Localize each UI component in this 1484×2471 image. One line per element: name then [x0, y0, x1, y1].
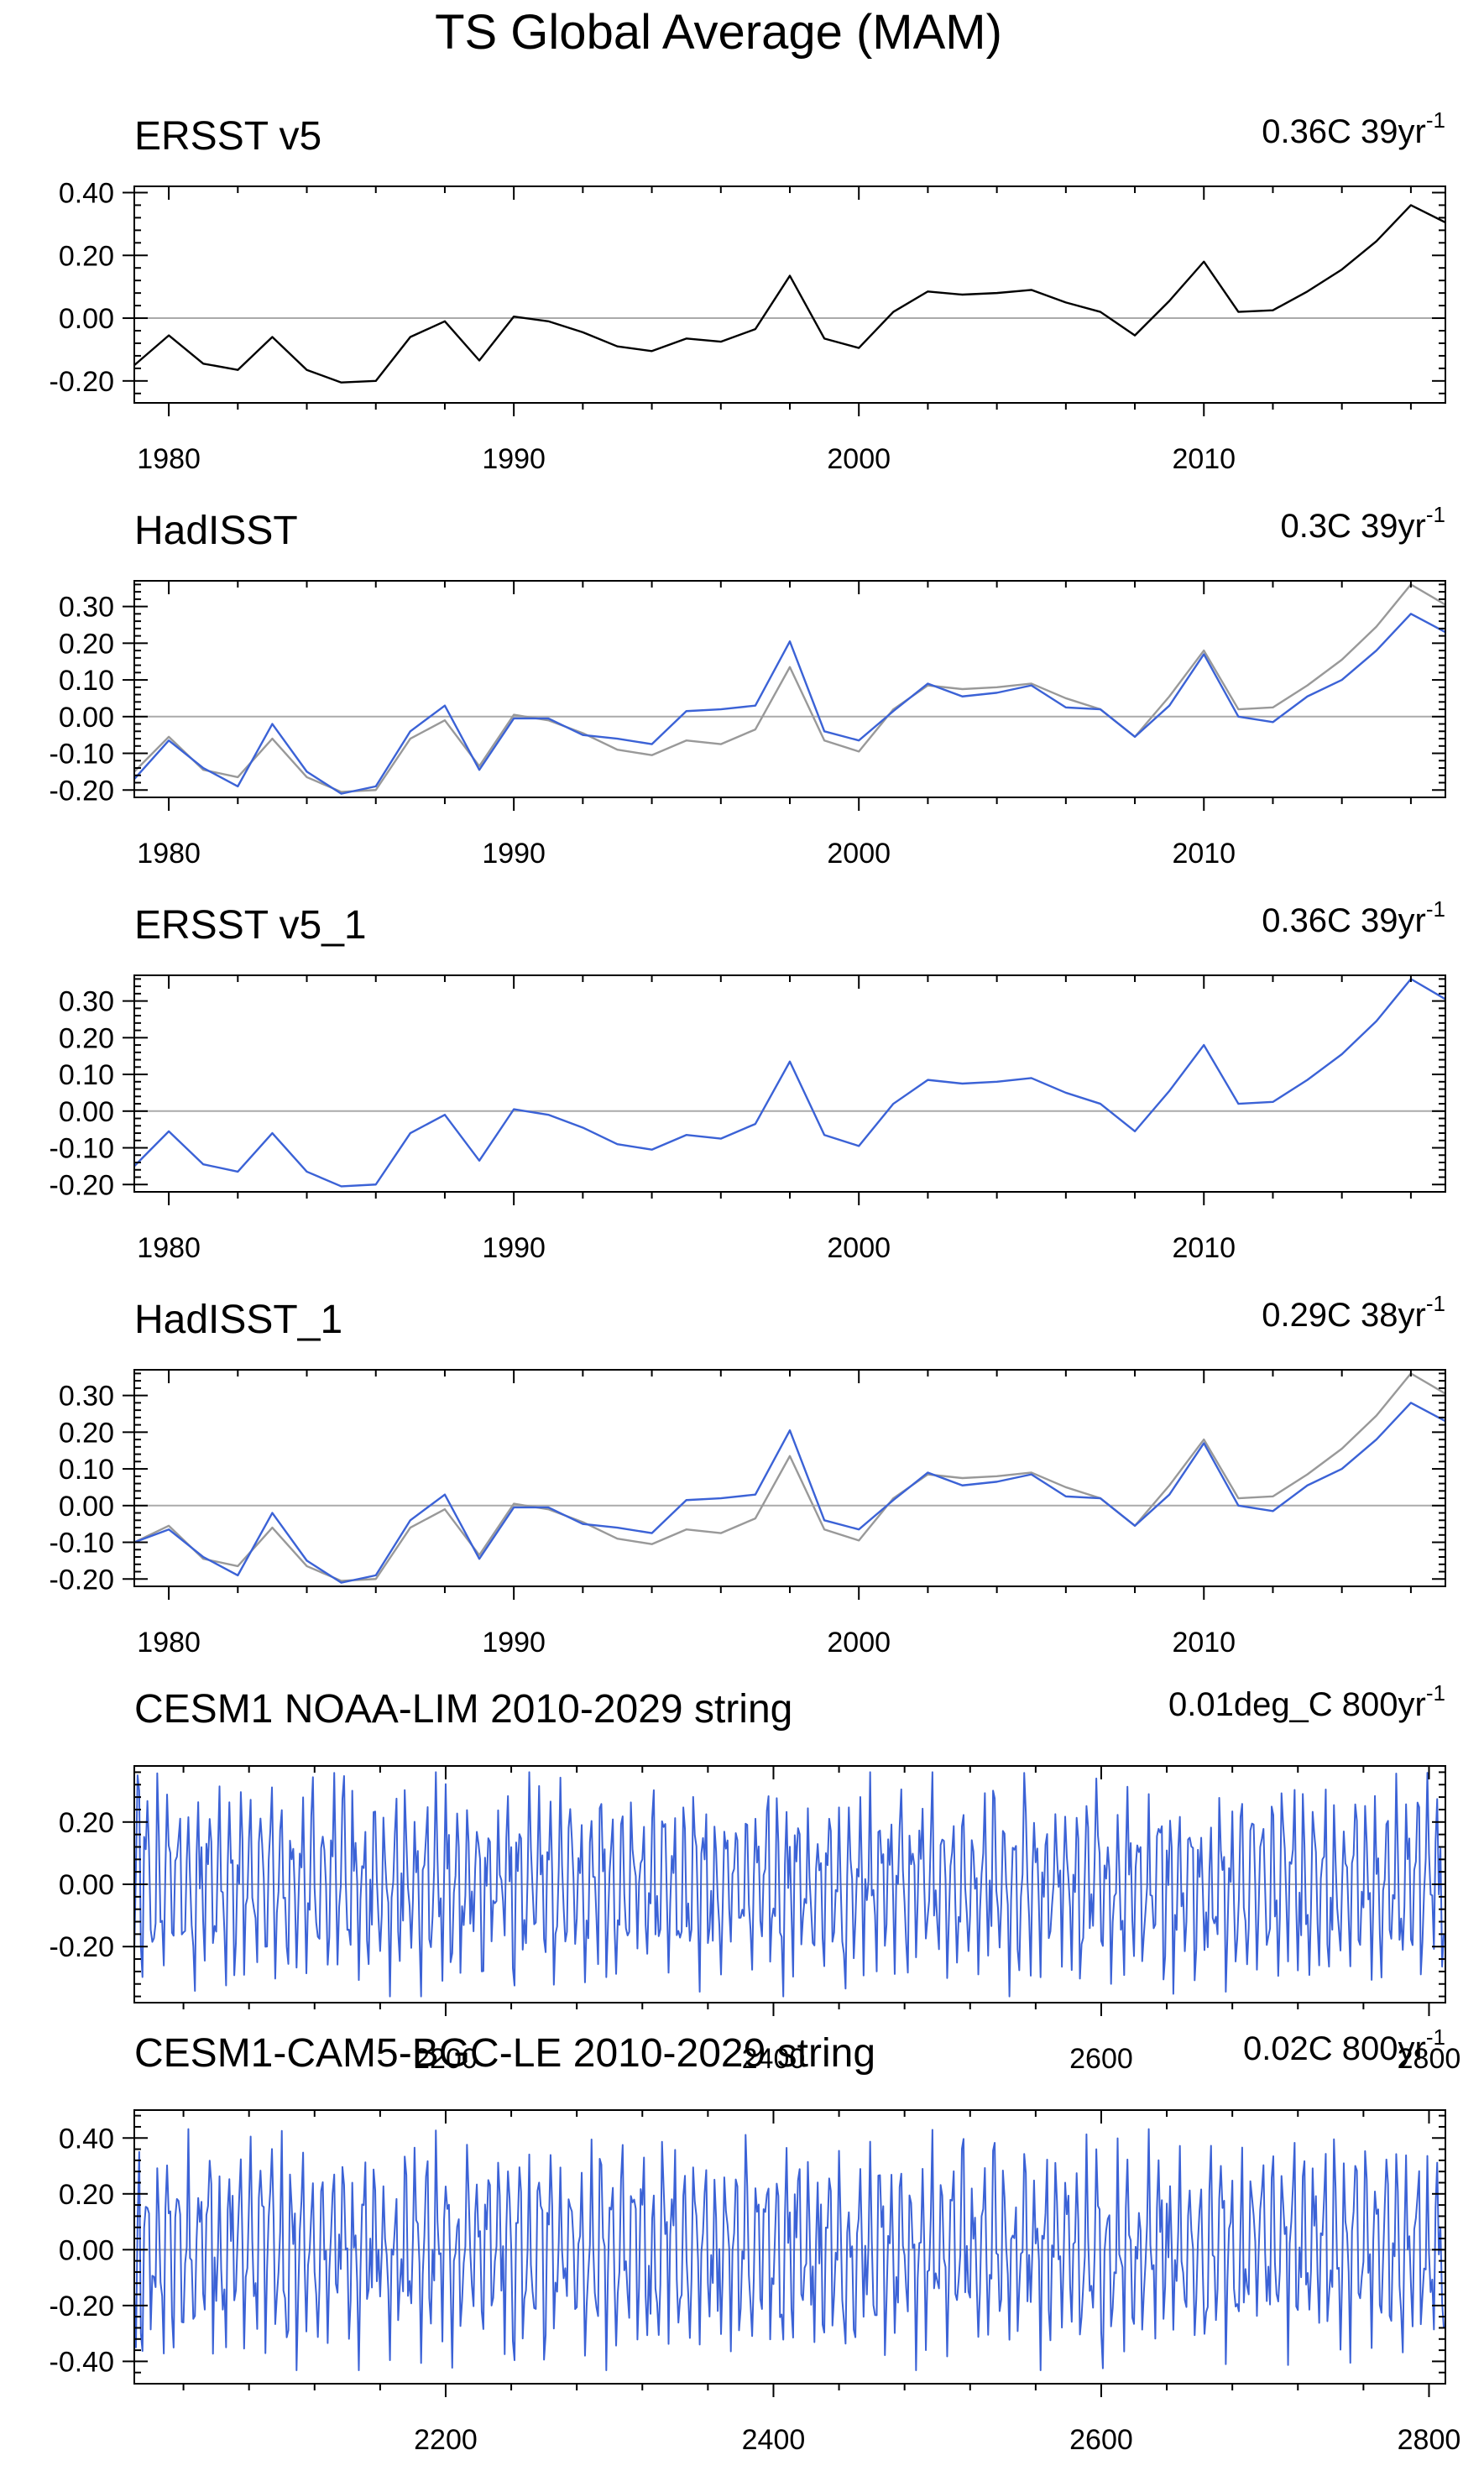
- panel-trend-label: 0.36C 39yr-1: [1262, 107, 1445, 150]
- y-tick-label: 0.00: [59, 702, 114, 734]
- x-tick-label: 2600: [1069, 2043, 1133, 2075]
- panel-trend-label: 0.02C 800yr-1: [1243, 2024, 1445, 2067]
- panel-title: ERSST v5: [134, 114, 321, 159]
- y-tick-label: 0.30: [59, 986, 114, 1018]
- panel-title: HadISST_1: [134, 1298, 342, 1342]
- y-tick-label: 0.00: [59, 303, 114, 335]
- panel-5: CESM1 NOAA-LIM 2010-2029 string 0.01deg_C…: [50, 1680, 1461, 2075]
- panel-title: HadISST: [134, 509, 298, 553]
- x-tick-label: 2800: [1398, 2043, 1461, 2075]
- series-line-ersst-v5-1: [133, 978, 1446, 1188]
- y-tick-label: 0.20: [59, 1417, 114, 1449]
- series-line-hadisst-1: [133, 1402, 1446, 1584]
- y-tick-label: 0.00: [59, 2234, 114, 2266]
- x-tick-label: 2800: [1398, 2424, 1461, 2456]
- y-tick-label: -0.20: [50, 1931, 115, 1963]
- series-line-cesm1-noaa-lim: [133, 1771, 1445, 1998]
- y-tick-label: 0.00: [59, 1491, 114, 1523]
- x-tick-label: 2600: [1069, 2424, 1133, 2456]
- panel-trend-label: 0.01deg_C 800yr-1: [1168, 1680, 1445, 1723]
- x-tick-label: 1990: [482, 443, 546, 475]
- panel-3: ERSST v5_1 0.36C 39yr-1 -0.20 -0.10 0.00 0.10…: [50, 896, 1446, 1264]
- y-tick-label: 0.20: [59, 2179, 114, 2211]
- panel-2: HadISST 0.3C 39yr-1 -0.20 -0.10 0.00 0.10 0.20…: [50, 502, 1446, 870]
- x-tick-label: 2010: [1172, 1232, 1236, 1264]
- y-tick-label: 0.10: [59, 1454, 114, 1486]
- y-tick-label: 0.00: [59, 1096, 114, 1128]
- panel-4: HadISST_1 0.29C 38yr-1 -0.20 -0.10 0.00 0.10 0…: [50, 1291, 1446, 1659]
- panel-title: ERSST v5_1: [134, 903, 367, 948]
- x-tick-label: 2000: [827, 1627, 891, 1659]
- series-line-hadisst: [133, 613, 1446, 795]
- panel-6: CESM1-CAM5-BGC-LE 2010-2029 string 0.02C …: [50, 2024, 1461, 2456]
- y-tick-label: 0.40: [59, 177, 114, 209]
- x-tick-label: 2200: [414, 2043, 478, 2075]
- figure-title: TS Global Average (MAM): [435, 5, 1002, 60]
- y-tick-label: 0.20: [59, 1807, 114, 1839]
- x-tick-label: 1980: [137, 1232, 201, 1264]
- y-tick-label: -0.10: [50, 739, 115, 771]
- panels: ERSST v5 0.36C 39yr-1 -0.20 0.00 0.20 0.40 198…: [50, 107, 1461, 2456]
- y-tick-label: 0.10: [59, 665, 114, 697]
- y-tick-label: -0.20: [50, 1564, 115, 1596]
- x-tick-label: 2400: [742, 2424, 806, 2456]
- x-tick-label: 2010: [1172, 1627, 1236, 1659]
- x-tick-label: 2010: [1172, 838, 1236, 870]
- panel-trend-label: 0.29C 38yr-1: [1262, 1291, 1445, 1334]
- plot-frame: [133, 2109, 1446, 2385]
- plot-frame: [133, 974, 1446, 1193]
- plot-frame: [133, 1369, 1446, 1587]
- y-tick-label: 0.40: [59, 2123, 114, 2155]
- y-tick-label: -0.20: [50, 366, 115, 398]
- x-tick-label: 1990: [482, 838, 546, 870]
- y-tick-label: -0.10: [50, 1133, 115, 1165]
- y-tick-label: -0.10: [50, 1528, 115, 1559]
- x-tick-label: 1990: [482, 1232, 546, 1264]
- panel-trend-label: 0.3C 39yr-1: [1280, 502, 1445, 545]
- series-line-cesm1-cam5-bgc-le: [133, 2128, 1445, 2372]
- series-line-ersst-v5: [133, 204, 1446, 384]
- y-tick-label: -0.20: [50, 2291, 115, 2322]
- series-line-ersst-v5-reference: [133, 583, 1446, 793]
- x-tick-label: 1980: [137, 838, 201, 870]
- y-tick-label: 0.00: [59, 1869, 114, 1901]
- x-tick-label: 1980: [137, 443, 201, 475]
- y-tick-label: -0.20: [50, 775, 115, 807]
- x-tick-label: 2200: [414, 2424, 478, 2456]
- plot-frame: [133, 185, 1446, 404]
- x-tick-label: 2000: [827, 443, 891, 475]
- panel-title: CESM1-CAM5-BGC-LE 2010-2029 string: [134, 2031, 875, 2076]
- panel-trend-label: 0.36C 39yr-1: [1262, 896, 1445, 939]
- panel-title: CESM1 NOAA-LIM 2010-2029 string: [134, 1687, 792, 1732]
- x-tick-label: 1990: [482, 1627, 546, 1659]
- plot-frame: [133, 580, 1446, 798]
- y-tick-label: 0.30: [59, 1381, 114, 1413]
- y-tick-label: -0.40: [50, 2346, 115, 2378]
- x-tick-label: 2010: [1172, 443, 1236, 475]
- y-tick-label: 0.20: [59, 1022, 114, 1054]
- x-tick-label: 2000: [827, 838, 891, 870]
- y-tick-label: -0.20: [50, 1169, 115, 1201]
- panel-1: ERSST v5 0.36C 39yr-1 -0.20 0.00 0.20 0.40 198…: [50, 107, 1446, 475]
- series-line-ersst-v5-reference: [133, 1372, 1446, 1582]
- x-tick-label: 2400: [742, 2043, 806, 2075]
- y-tick-label: 0.10: [59, 1059, 114, 1091]
- x-tick-label: 2000: [827, 1232, 891, 1264]
- x-tick-label: 1980: [137, 1627, 201, 1659]
- y-tick-label: 0.20: [59, 628, 114, 660]
- y-tick-label: 0.30: [59, 592, 114, 624]
- y-tick-label: 0.20: [59, 240, 114, 272]
